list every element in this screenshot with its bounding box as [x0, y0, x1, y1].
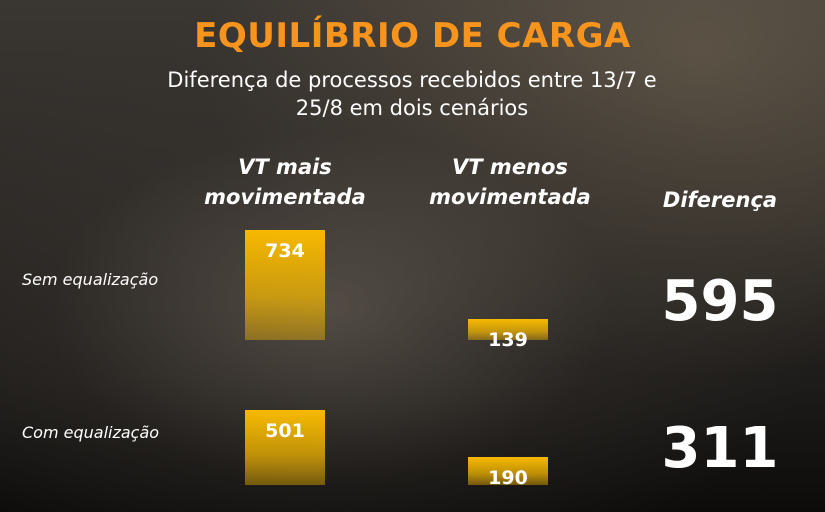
difference-value: 311 [661, 416, 779, 481]
bar [468, 319, 548, 340]
bar [245, 409, 325, 485]
bar [468, 456, 548, 485]
column-header: VT menos movimentada [429, 155, 591, 209]
column-header: VT mais movimentada [204, 155, 366, 209]
difference-value: 595 [661, 269, 779, 334]
row-label: Sem equalização [22, 270, 159, 289]
value-label: 734 [265, 240, 305, 262]
row-label: Com equalização [22, 423, 160, 442]
chart-title: EQUILÍBRIO DE CARGA [194, 16, 631, 56]
value-label: 139 [488, 329, 528, 352]
value-label: 190 [488, 466, 528, 489]
bar [245, 230, 325, 340]
value-label: 501 [265, 419, 305, 442]
column-header: Diferença [662, 188, 778, 212]
chart-subtitle: Diferença de processos recebidos entre 1… [167, 68, 657, 120]
